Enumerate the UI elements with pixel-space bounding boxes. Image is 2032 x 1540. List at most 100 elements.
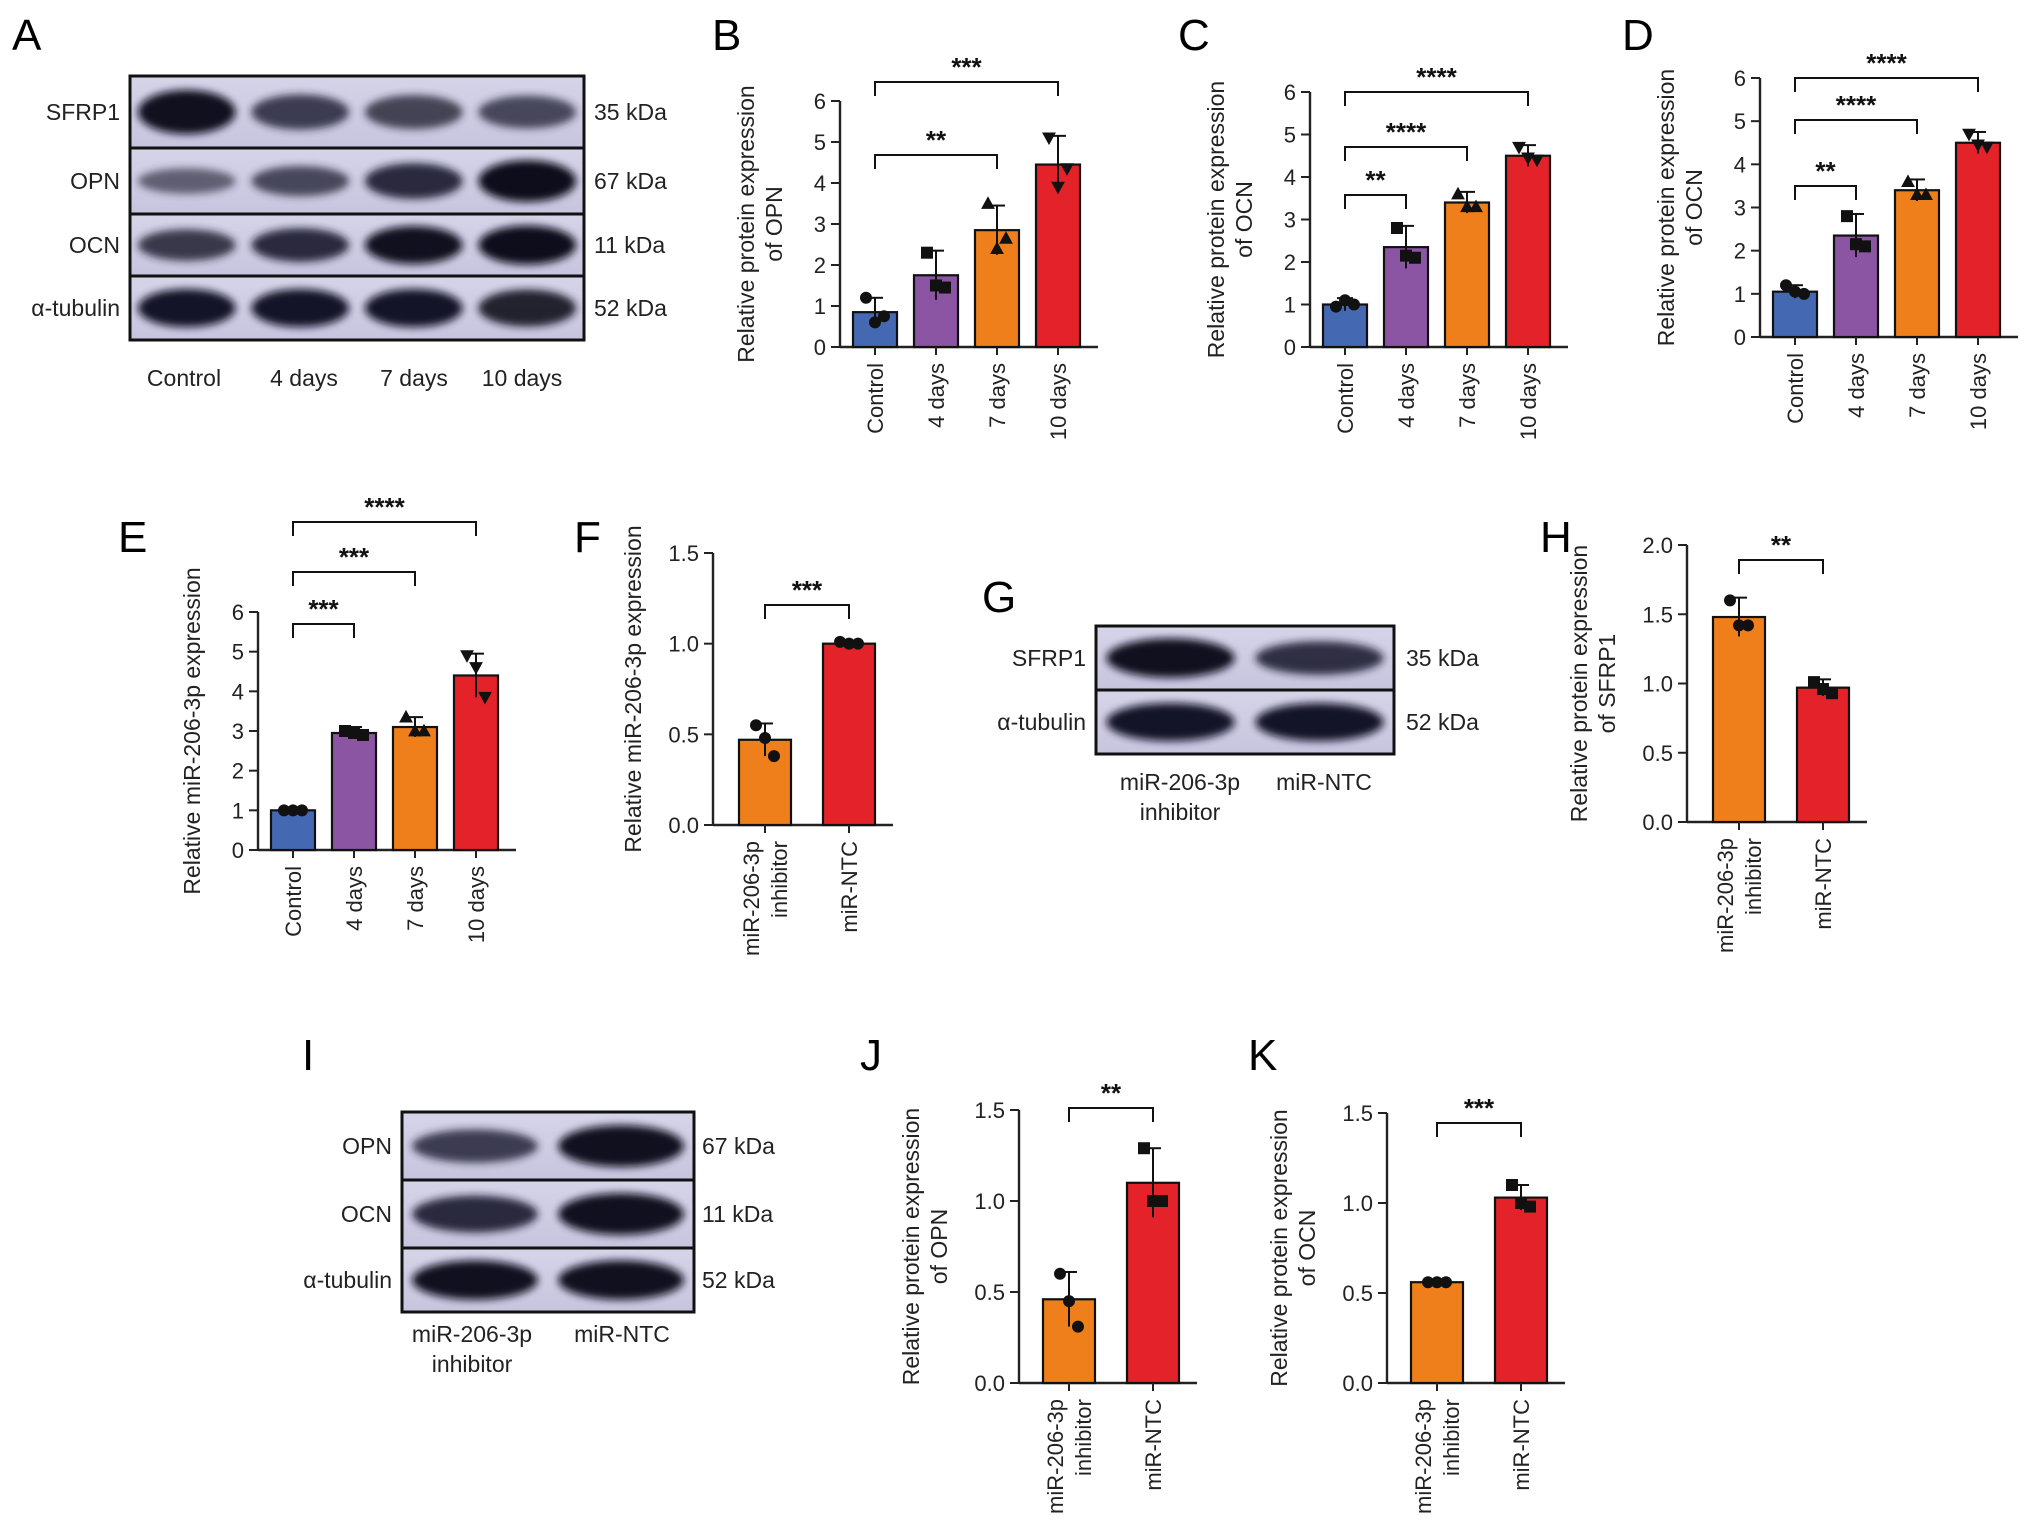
y-tick-label: 2 xyxy=(1284,250,1296,275)
data-point xyxy=(834,635,846,648)
data-point xyxy=(278,804,290,817)
data-point xyxy=(1910,187,1924,200)
panel-letter-c: C xyxy=(1178,11,1210,60)
blot-kda-label: 67 kDa xyxy=(594,168,667,194)
bar xyxy=(1504,154,1552,349)
y-tick-label: 6 xyxy=(1284,80,1296,105)
x-tick-label: 10 days xyxy=(464,866,489,943)
bar xyxy=(1409,1281,1465,1385)
blot-row-label: α-tubulin xyxy=(303,1267,392,1293)
panel-letter-i: I xyxy=(302,1031,314,1080)
y-tick-label: 6 xyxy=(814,89,826,114)
data-point xyxy=(287,804,299,817)
data-point xyxy=(1919,187,1933,200)
data-point xyxy=(357,728,369,741)
blot-lane-label: miR-206-3p xyxy=(412,1321,532,1347)
blot-row-label: SFRP1 xyxy=(46,99,120,125)
data-point xyxy=(843,637,855,650)
y-tick-label: 0 xyxy=(232,838,244,863)
blot-band xyxy=(364,94,463,130)
blot-kda-label: 35 kDa xyxy=(594,99,667,125)
data-point xyxy=(1330,300,1342,313)
y-tick-label: 1.5 xyxy=(1642,602,1673,627)
blot-kda-label: 52 kDa xyxy=(594,295,667,321)
y-tick-label: 2 xyxy=(232,759,244,784)
significance-bracket xyxy=(874,81,1059,96)
blot-band xyxy=(137,89,236,135)
y-tick-label: 3 xyxy=(814,212,826,237)
data-point xyxy=(1859,240,1871,253)
x-tick-label: 7 days xyxy=(1455,363,1480,428)
panel-letter-b: B xyxy=(712,11,741,60)
blot-band xyxy=(251,288,350,328)
data-point xyxy=(1051,181,1065,195)
y-axis-label: Relative miR-206-3p expression xyxy=(179,567,205,894)
y-tick-label: 0 xyxy=(1284,335,1296,360)
data-point xyxy=(939,281,951,294)
x-tick-label: Control xyxy=(1333,363,1358,434)
x-tick-label: miR-NTC xyxy=(1509,1399,1534,1491)
y-tick-label: 0.5 xyxy=(1342,1281,1373,1306)
blot-lane-label: inhibitor xyxy=(1140,799,1221,825)
y-tick-label: 1.0 xyxy=(668,632,699,657)
bar xyxy=(452,674,500,852)
y-axis-label: of OCN xyxy=(1231,181,1257,258)
significance-label: ** xyxy=(1365,165,1386,195)
data-point xyxy=(860,291,872,304)
x-tick-label: inhibitor xyxy=(1071,1399,1096,1476)
y-tick-label: 1.0 xyxy=(1642,672,1673,697)
bar xyxy=(1954,141,2002,339)
blot-band xyxy=(1255,641,1384,675)
significance-label: ** xyxy=(1771,530,1792,560)
blot-panel-g: SFRP1 35 kDa α-tubulin 52 kDa miR-206-3p inhi… xyxy=(997,624,1479,825)
y-tick-label: 6 xyxy=(1734,66,1746,91)
y-axis-label: of SFRP1 xyxy=(1594,634,1620,734)
panel-letter-f: F xyxy=(574,513,601,562)
y-tick-label: 5 xyxy=(1284,123,1296,148)
blot-lane-label: miR-NTC xyxy=(574,1321,670,1347)
y-tick-label: 4 xyxy=(814,171,826,196)
y-tick-label: 1.0 xyxy=(1342,1191,1373,1216)
data-point xyxy=(1724,594,1736,607)
y-tick-label: 5 xyxy=(1734,109,1746,134)
y-tick-label: 4 xyxy=(232,679,244,704)
data-point xyxy=(417,723,431,737)
blot-band xyxy=(478,160,577,202)
data-point xyxy=(1798,287,1810,300)
data-point xyxy=(1826,687,1838,700)
blot-row-label: OPN xyxy=(342,1133,392,1159)
blot-panel-a: SFRP1 35 kDa OPN 67 kDa OCN 11 kDa α-tubulin 52… xyxy=(31,74,667,391)
data-point xyxy=(1980,141,1994,155)
data-point xyxy=(1138,1142,1150,1155)
y-tick-label: 0 xyxy=(1734,325,1746,350)
bar xyxy=(269,809,317,852)
y-axis-label: of OPN xyxy=(926,1209,952,1284)
y-tick-label: 4 xyxy=(1734,152,1746,177)
data-point xyxy=(1072,1320,1084,1333)
y-tick-label: 0.5 xyxy=(974,1280,1005,1305)
blot-row-label: α-tubulin xyxy=(997,709,1086,735)
x-tick-label: miR-NTC xyxy=(1811,838,1836,930)
data-point xyxy=(1841,210,1853,223)
panel-letter-a: A xyxy=(12,11,42,60)
significance-bracket xyxy=(874,154,998,169)
blot-band xyxy=(1255,702,1384,742)
data-point xyxy=(1339,294,1351,307)
data-point xyxy=(1451,186,1465,200)
bar xyxy=(1771,290,1819,339)
y-tick-label: 1.5 xyxy=(1342,1101,1373,1126)
blot-band xyxy=(251,94,350,130)
y-tick-label: 2 xyxy=(1734,239,1746,264)
x-tick-label: miR-206-3p xyxy=(1043,1399,1068,1514)
x-tick-label: Control xyxy=(281,866,306,937)
x-tick-label: 10 days xyxy=(1516,363,1541,440)
significance-bracket xyxy=(1794,77,1979,92)
y-tick-label: 3 xyxy=(1284,208,1296,233)
data-point xyxy=(1469,199,1483,213)
blot-band xyxy=(478,289,577,327)
bar xyxy=(1893,189,1941,339)
chart-j: 0.0 0.5 1.0 1.5 Relative protein expression o… xyxy=(898,1078,1197,1514)
data-point xyxy=(408,723,422,737)
